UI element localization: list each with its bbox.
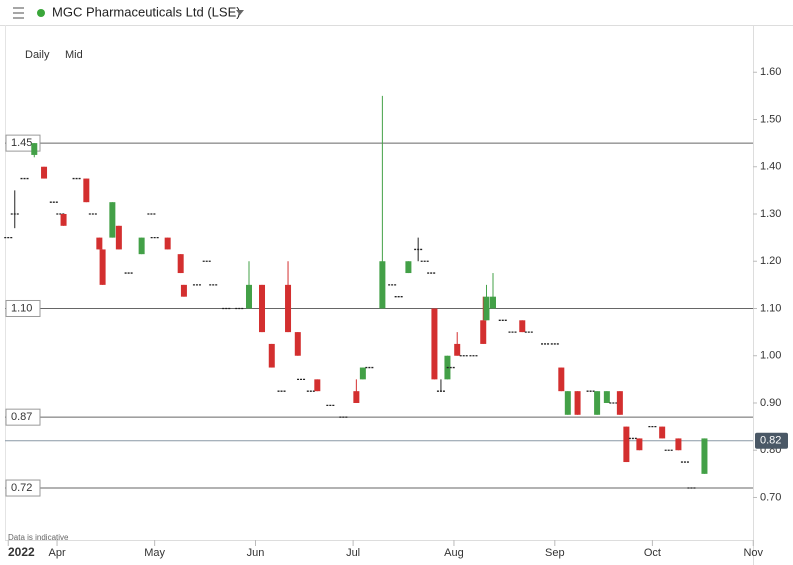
candle-body [616, 391, 623, 415]
y-tick-label: 1.60 [760, 66, 781, 78]
x-tick-label: Apr [48, 547, 65, 559]
candle-body [115, 225, 122, 250]
candle-body [314, 379, 321, 392]
candle-body [138, 237, 145, 255]
x-tick-label: Jul [346, 547, 360, 559]
candle-body [701, 438, 708, 474]
candle-body [594, 391, 601, 415]
candle-body [405, 261, 412, 274]
candle-body [359, 367, 366, 380]
x-tick-label: Sep [545, 547, 565, 559]
candle-body [99, 249, 106, 285]
x-tick-label: Nov [743, 547, 763, 559]
candle-body [294, 332, 301, 356]
candle-body [285, 284, 292, 333]
x-tick-label: May [144, 547, 165, 559]
candle-body [636, 438, 643, 451]
last-price-box [755, 432, 788, 449]
y-tick-label: 1.50 [760, 113, 781, 125]
candle-body [675, 438, 682, 451]
candle-body [83, 178, 90, 203]
level-label-box [5, 299, 41, 317]
level-label: 1.10 [11, 302, 32, 314]
y-tick-label: 1.20 [760, 255, 781, 267]
candle-body [431, 308, 438, 380]
candle-body [659, 426, 666, 439]
candle-body [623, 426, 630, 463]
y-tick-label: 1.30 [760, 208, 781, 220]
candle-body [60, 213, 67, 226]
candle-body [483, 296, 490, 321]
menu-icon[interactable] [13, 7, 24, 19]
status-dot [37, 9, 45, 17]
level-label-box [5, 479, 41, 497]
candle-body [245, 284, 252, 309]
y-tick-label: 0.90 [760, 397, 781, 409]
price-type[interactable]: Mid [65, 49, 83, 61]
y-tick-label: 1.10 [760, 302, 781, 314]
candle-body [109, 202, 116, 238]
interval[interactable]: Daily [25, 49, 50, 61]
y-tick-label: 1.00 [760, 350, 781, 362]
x-tick-label: Aug [444, 547, 464, 559]
candle-body [379, 261, 386, 309]
y-tick-label: 0.70 [760, 491, 781, 503]
candle-body [454, 343, 461, 356]
x-tick-label: Oct [644, 547, 661, 559]
candle-body [558, 367, 565, 392]
last-price-label: 0.82 [760, 435, 781, 447]
candle-body [31, 143, 38, 155]
candle-body [180, 284, 187, 297]
level-label: 0.72 [11, 482, 32, 494]
candle-body [41, 166, 48, 179]
level-label: 0.87 [11, 411, 32, 423]
x-tick-label: Jun [247, 547, 265, 559]
level-label-box [5, 408, 41, 426]
chart-title[interactable]: MGC Pharmaceuticals Ltd (LSE) [52, 4, 241, 19]
candle-body [353, 391, 360, 403]
note: Data is indicative [8, 533, 69, 542]
y-tick-label: 1.40 [760, 161, 781, 173]
candle-body [177, 254, 184, 274]
candle-body [519, 320, 526, 333]
x-tick-label: 2022 [8, 545, 35, 559]
candle-body [96, 237, 103, 250]
candle-body [603, 391, 610, 403]
candle-body [268, 343, 275, 368]
candle-body [564, 391, 571, 415]
candle-body [489, 296, 496, 309]
candle-body [480, 320, 487, 344]
candle-body [259, 284, 266, 333]
candle-body [164, 237, 171, 250]
dropdown-arrow[interactable] [236, 10, 244, 15]
candle-body [574, 391, 581, 415]
level-label: 1.45 [11, 137, 32, 149]
